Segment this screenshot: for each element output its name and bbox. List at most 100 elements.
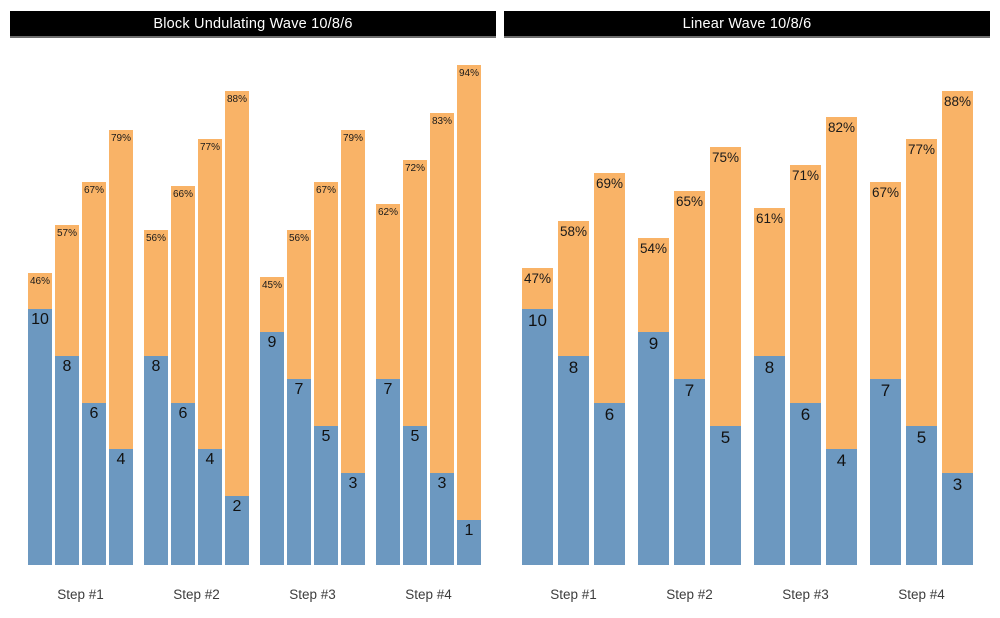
reps-segment: 6 bbox=[594, 403, 625, 565]
intensity-percent-label: 45% bbox=[261, 280, 282, 291]
intensity-percent-label: 67% bbox=[315, 185, 336, 196]
intensity-percent-label: 67% bbox=[83, 185, 104, 196]
intensity-percent-label: 61% bbox=[755, 211, 784, 226]
x-axis: Step #1 Step #2 Step #3 Step #4 bbox=[10, 565, 496, 618]
intensity-percent-label: 65% bbox=[675, 194, 704, 209]
reps-label: 5 bbox=[720, 428, 731, 447]
intensity-percent-label: 57% bbox=[56, 228, 77, 239]
stacked-bar: 79% 3 bbox=[341, 130, 365, 565]
intensity-percent-label: 77% bbox=[199, 142, 220, 153]
stacked-bar: 72% 5 bbox=[403, 160, 427, 565]
reps-segment: 7 bbox=[870, 379, 901, 565]
chart-panel-block-undulating-wave: Block Undulating Wave 10/8/6 46% 10 57% 8 67… bbox=[10, 11, 496, 618]
reps-segment: 5 bbox=[403, 426, 427, 565]
reps-label: 6 bbox=[178, 405, 188, 422]
stacked-bar: 67% 7 bbox=[870, 182, 901, 565]
reps-label: 6 bbox=[800, 405, 811, 424]
reps-label: 8 bbox=[764, 358, 775, 377]
reps-label: 4 bbox=[116, 451, 126, 468]
reps-label: 2 bbox=[232, 498, 242, 515]
stacked-bar: 54% 9 bbox=[638, 238, 669, 565]
plot-area: 47% 10 58% 8 69% 6 54% 9 65% 7 75% 5 61% 8 71% 6 82% 4 67%… bbox=[504, 38, 990, 565]
intensity-percent-label: 82% bbox=[827, 120, 856, 135]
stacked-bar: 67% 5 bbox=[314, 182, 338, 565]
intensity-percent-label: 54% bbox=[639, 241, 668, 256]
stacked-bar: 47% 10 bbox=[522, 268, 553, 565]
x-axis-label: Step #4 bbox=[898, 587, 945, 602]
stacked-bar: 94% 1 bbox=[457, 65, 481, 565]
x-axis-label: Step #2 bbox=[666, 587, 713, 602]
stacked-bar: 58% 8 bbox=[558, 221, 589, 565]
reps-segment: 5 bbox=[314, 426, 338, 565]
stacked-bar: 69% 6 bbox=[594, 173, 625, 565]
reps-segment: 4 bbox=[109, 449, 133, 565]
reps-label: 5 bbox=[321, 428, 331, 445]
x-axis-label: Step #1 bbox=[57, 587, 104, 602]
reps-label: 3 bbox=[437, 475, 447, 492]
reps-segment: 8 bbox=[754, 356, 785, 565]
intensity-percent-label: 77% bbox=[907, 142, 936, 157]
reps-segment: 10 bbox=[28, 309, 52, 565]
chart-panel-linear-wave: Linear Wave 10/8/6 47% 10 58% 8 69% 6 54% 9 65% 7… bbox=[504, 11, 990, 618]
intensity-percent-label: 47% bbox=[523, 271, 552, 286]
reps-label: 8 bbox=[151, 358, 161, 375]
reps-label: 5 bbox=[410, 428, 420, 445]
x-axis: Step #1 Step #2 Step #3 Step #4 bbox=[504, 565, 990, 618]
stacked-bar: 79% 4 bbox=[109, 130, 133, 565]
plot-area: 46% 10 57% 8 67% 6 79% 4 56% 8 66% 6 77% 4 88% 2 45% 9 56%… bbox=[10, 38, 496, 565]
reps-label: 10 bbox=[528, 311, 547, 330]
intensity-percent-label: 46% bbox=[29, 276, 50, 287]
intensity-percent-label: 72% bbox=[404, 163, 425, 174]
reps-segment: 5 bbox=[710, 426, 741, 565]
intensity-percent-label: 88% bbox=[226, 94, 247, 105]
intensity-percent-label: 75% bbox=[711, 150, 740, 165]
intensity-percent-label: 71% bbox=[791, 168, 820, 183]
reps-segment: 7 bbox=[287, 379, 311, 565]
reps-segment: 6 bbox=[82, 403, 106, 565]
reps-segment: 10 bbox=[522, 309, 553, 565]
intensity-percent-label: 69% bbox=[595, 176, 624, 191]
reps-label: 4 bbox=[836, 451, 847, 470]
reps-segment: 8 bbox=[144, 356, 168, 565]
intensity-percent-label: 83% bbox=[431, 116, 452, 127]
reps-segment: 3 bbox=[942, 473, 973, 565]
reps-segment: 9 bbox=[260, 332, 284, 565]
reps-label: 3 bbox=[348, 475, 358, 492]
intensity-percent-label: 56% bbox=[145, 233, 166, 244]
intensity-percent-label: 58% bbox=[559, 224, 588, 239]
stacked-bar: 46% 10 bbox=[28, 273, 52, 565]
reps-segment: 5 bbox=[906, 426, 937, 565]
intensity-percent-label: 62% bbox=[377, 207, 398, 218]
stacked-bar: 45% 9 bbox=[260, 277, 284, 565]
reps-segment: 3 bbox=[341, 473, 365, 565]
stacked-bar: 88% 2 bbox=[225, 91, 249, 565]
x-axis-label: Step #3 bbox=[289, 587, 336, 602]
reps-label: 9 bbox=[267, 334, 277, 351]
stacked-bar: 75% 5 bbox=[710, 147, 741, 565]
x-axis-label: Step #1 bbox=[550, 587, 597, 602]
stacked-bar: 71% 6 bbox=[790, 165, 821, 565]
intensity-percent-label: 88% bbox=[943, 94, 972, 109]
reps-segment: 8 bbox=[558, 356, 589, 565]
reps-label: 8 bbox=[568, 358, 579, 377]
stacked-bar: 57% 8 bbox=[55, 225, 79, 565]
reps-segment: 2 bbox=[225, 496, 249, 565]
reps-label: 10 bbox=[31, 311, 49, 328]
x-axis-label: Step #2 bbox=[173, 587, 220, 602]
stacked-bar: 65% 7 bbox=[674, 191, 705, 565]
stacked-bar: 88% 3 bbox=[942, 91, 973, 565]
intensity-percent-label: 66% bbox=[172, 189, 193, 200]
x-axis-label: Step #4 bbox=[405, 587, 452, 602]
reps-segment: 4 bbox=[198, 449, 222, 565]
stacked-bar: 67% 6 bbox=[82, 182, 106, 565]
reps-label: 7 bbox=[383, 381, 393, 398]
intensity-percent-label: 94% bbox=[458, 68, 479, 79]
stacked-bar: 66% 6 bbox=[171, 186, 195, 565]
reps-segment: 1 bbox=[457, 520, 481, 565]
stacked-bar: 61% 8 bbox=[754, 208, 785, 565]
stacked-bar: 62% 7 bbox=[376, 204, 400, 565]
reps-label: 5 bbox=[916, 428, 927, 447]
intensity-percent-label: 79% bbox=[342, 133, 363, 144]
stacked-bar: 82% 4 bbox=[826, 117, 857, 565]
reps-segment: 3 bbox=[430, 473, 454, 565]
